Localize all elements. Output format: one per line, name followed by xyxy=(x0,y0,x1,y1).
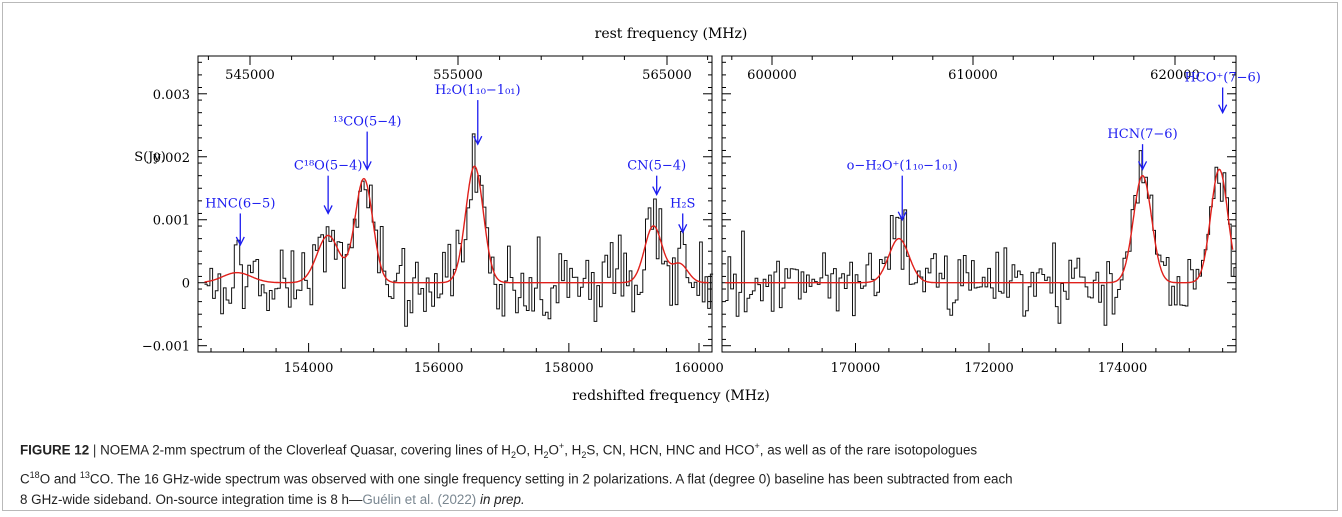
x-tick-label: 174000 xyxy=(1098,361,1148,376)
caption-text-1d: , H xyxy=(564,442,582,458)
line-id-label: H₂S xyxy=(670,196,695,211)
spectrum-trace xyxy=(204,133,714,327)
top-tick-label: 600000 xyxy=(747,68,797,83)
top-tick-label: 565000 xyxy=(642,68,692,83)
spectrum-trace xyxy=(725,150,1237,326)
x-tick-label: 154000 xyxy=(284,361,334,376)
line-id-label: ¹³CO(5−4) xyxy=(333,115,402,130)
right-panel: 170000 172000 174000 600000 610000 620000 o−H₂… xyxy=(721,55,1261,376)
gaussian-fit-curve xyxy=(725,168,1234,284)
y-axis-label: S(Jy) xyxy=(134,150,166,165)
x-tick-label: 158000 xyxy=(544,361,594,376)
bottom-axis-title: redshifted frequency (MHz) xyxy=(572,388,770,404)
line-id-label: C¹⁸O(5−4) xyxy=(294,159,363,174)
figure-caption: FIGURE 12 | NOEMA 2-mm spectrum of the C… xyxy=(20,436,1320,510)
arrowhead-icon xyxy=(1137,161,1148,171)
caption-text-1c: O xyxy=(548,442,559,458)
line-id-label: HCO⁺(7−6) xyxy=(1184,70,1260,85)
caption-text-2c: O and xyxy=(39,471,80,487)
line-id-label: CN(5−4) xyxy=(627,159,686,174)
top-tick-label: 620000 xyxy=(1150,68,1200,83)
arrowhead-icon xyxy=(323,205,333,215)
line-id-label: o−H₂O⁺(1₁₀−1₀₁) xyxy=(847,159,958,174)
line-id-label: H₂O(1₁₀−1₀₁) xyxy=(435,83,521,98)
caption-text-3a: 8 GHz-wide sideband. On-source integrati… xyxy=(20,491,363,507)
caption-text-2a: C xyxy=(20,471,30,487)
caption-text-1e: S, CN, HCN, HNC and HCO xyxy=(586,442,755,458)
arrowhead-icon xyxy=(362,161,372,171)
plot-frame xyxy=(197,55,713,353)
caption-line-1: FIGURE 12 | NOEMA 2-mm spectrum of the C… xyxy=(20,441,978,461)
arrowhead-icon xyxy=(678,224,688,234)
citation-link[interactable]: Guélin et al. (2022) xyxy=(362,491,477,507)
caption-text-1f: , as well as of the rare isotopologues xyxy=(759,442,978,458)
caption-text-1a: NOEMA 2-mm spectrum of the Cloverleaf Qu… xyxy=(100,442,511,458)
caption-separator: | xyxy=(89,442,101,458)
x-tick-label: 160000 xyxy=(674,361,724,376)
arrowhead-icon xyxy=(897,211,907,222)
y-tick-label: 0.003 xyxy=(153,88,190,103)
top-tick-label: 555000 xyxy=(433,68,483,83)
y-tick-label: 0.002 xyxy=(153,151,190,166)
gaussian-fit-curve xyxy=(204,165,709,284)
caption-text-1b: O, H xyxy=(515,442,544,458)
caption-sup-18: 18 xyxy=(29,470,40,481)
y-tick-label: 0.001 xyxy=(153,214,190,229)
arrowhead-icon xyxy=(473,135,483,146)
y-tick-label: −0.001 xyxy=(142,340,190,355)
caption-line-3: 8 GHz-wide sideband. On-source integrati… xyxy=(20,490,1320,510)
x-tick-label: 170000 xyxy=(831,361,881,376)
spectrum-figure: rest frequency (MHz) redshifted frequenc… xyxy=(134,26,1261,404)
top-tick-label: 545000 xyxy=(225,68,275,83)
left-panel: 154000 156000 158000 160000 545000 555000 5650… xyxy=(142,55,724,376)
y-tick-label: 0 xyxy=(182,277,190,292)
caption-text-2e: CO. The 16 GHz-wide spectrum was observe… xyxy=(89,471,1013,487)
caption-sup-13: 13 xyxy=(79,470,90,481)
arrowhead-icon xyxy=(1218,104,1228,115)
x-tick-label: 156000 xyxy=(414,361,464,376)
arrowhead-icon xyxy=(235,236,245,247)
line-id-label: HNC(6−5) xyxy=(205,196,275,211)
plot-frame xyxy=(721,55,1237,353)
caption-line-2: C18O and 13CO. The 16 GHz-wide spectrum … xyxy=(20,465,1320,489)
top-tick-label: 610000 xyxy=(948,68,998,83)
caption-in-prep: in prep. xyxy=(480,491,525,507)
arrowhead-icon xyxy=(652,186,662,197)
figure-label: FIGURE 12 xyxy=(20,442,90,458)
x-tick-label: 172000 xyxy=(964,361,1014,376)
top-axis-title: rest frequency (MHz) xyxy=(595,26,748,42)
line-id-label: HCN(7−6) xyxy=(1107,127,1177,142)
